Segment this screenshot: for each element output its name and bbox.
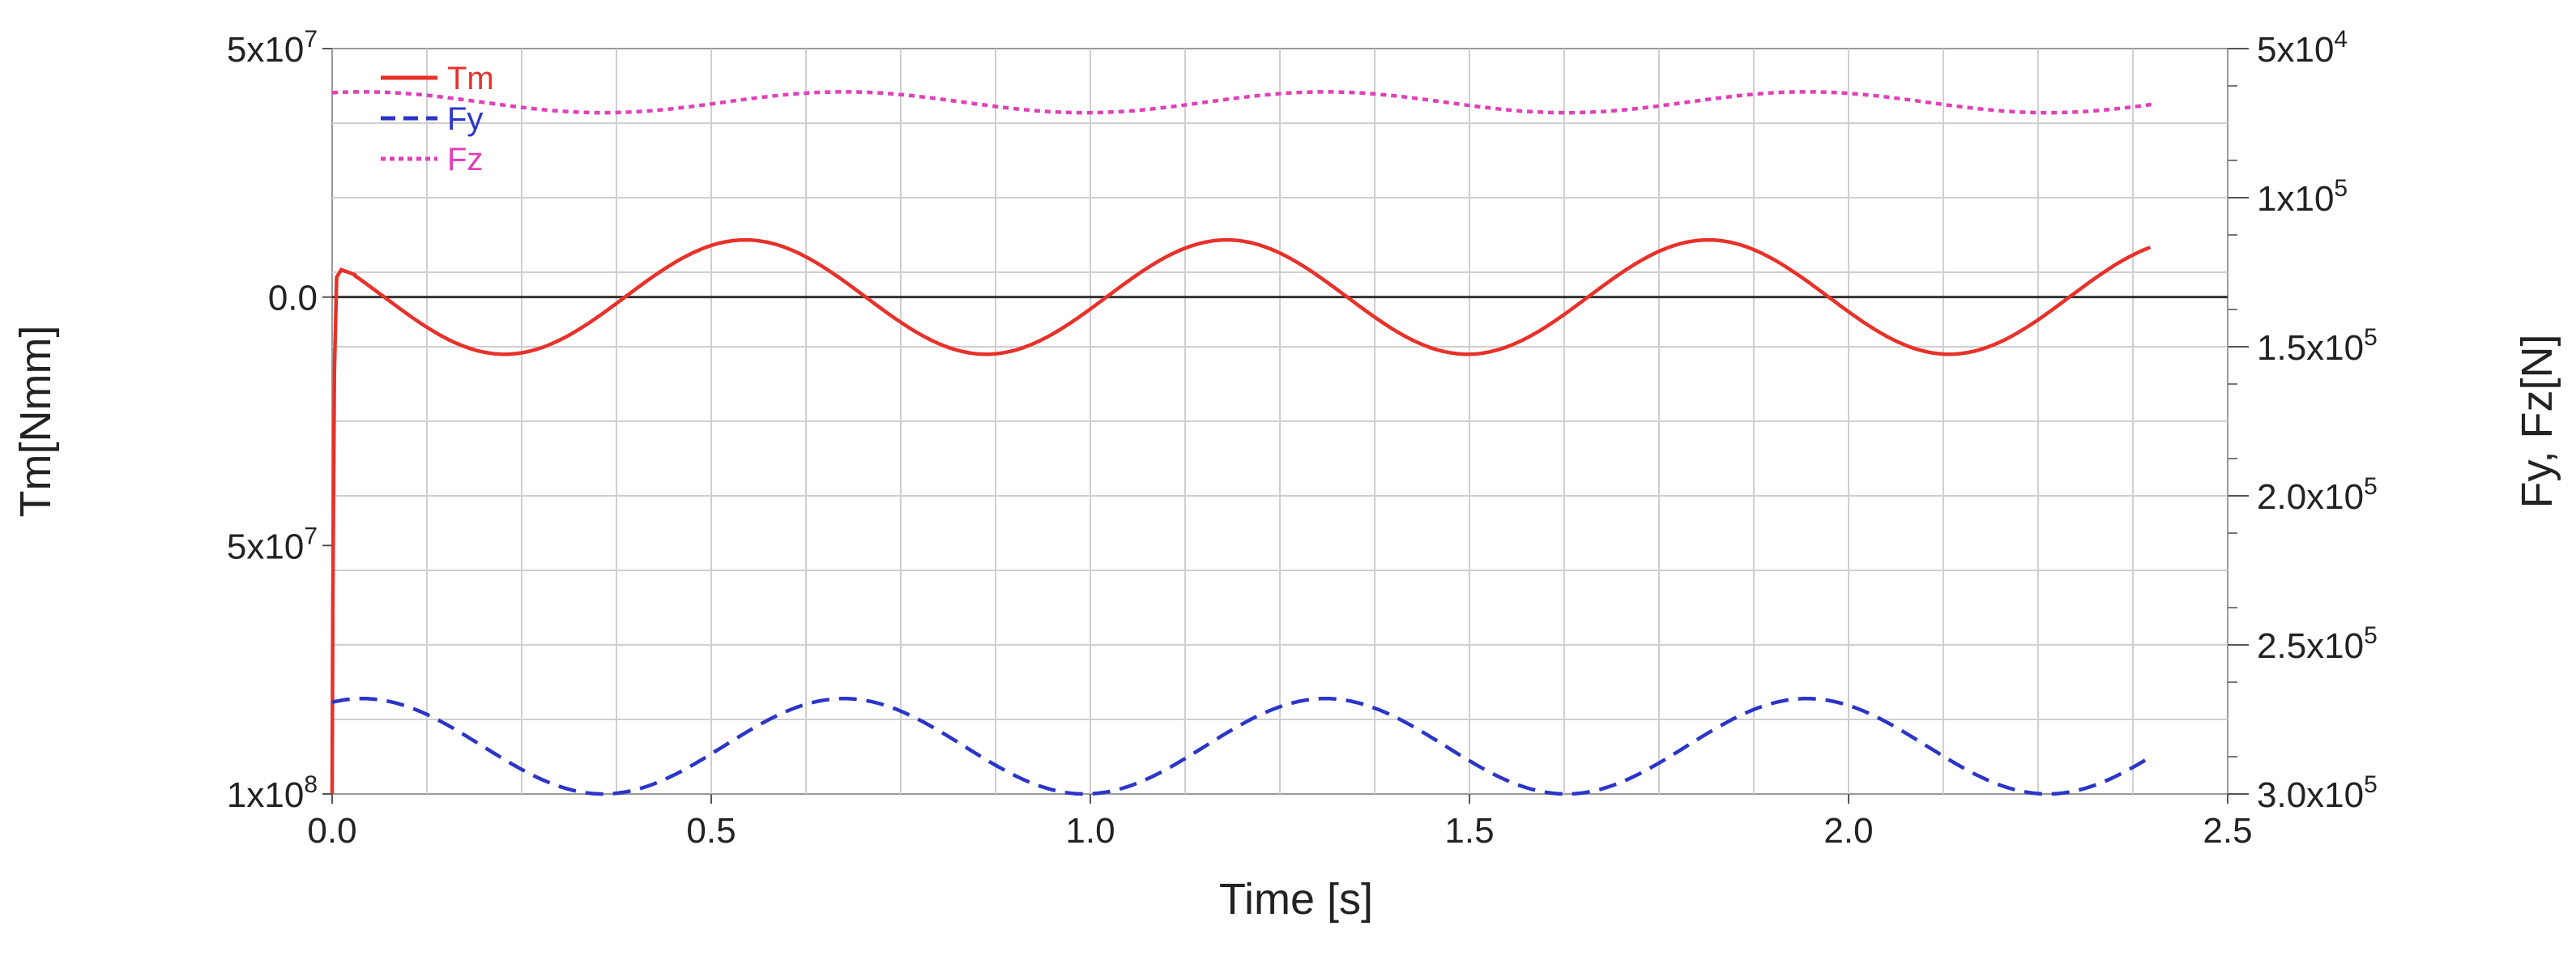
- right-tick-label: 3.0x105: [2257, 771, 2378, 815]
- x-tick-label: 2.5: [2203, 811, 2252, 851]
- right-tick-label: 2.5x105: [2257, 622, 2378, 666]
- x-tick-label: 1.5: [1444, 811, 1494, 851]
- left-axis-title: Tm[Nmm]: [11, 326, 60, 518]
- right-tick-label: 1.5x105: [2257, 324, 2378, 368]
- grid: [332, 49, 2228, 794]
- left-tick-label: 0.0: [268, 279, 318, 318]
- x-axis-title: Time [s]: [1219, 875, 1373, 924]
- right-axis-title: Fy, Fz[N]: [2513, 335, 2561, 509]
- left-axis-ticks: 5x107 0.0 5x107 1x108: [227, 26, 332, 815]
- left-tick-label: 5x107: [227, 523, 318, 566]
- legend-label-tm: Tm: [447, 61, 494, 96]
- series-layer: [330, 90, 2153, 796]
- legend-label-fy: Fy: [447, 101, 483, 137]
- x-tick-label: 0.5: [686, 811, 736, 851]
- x-tick-label: 0.0: [307, 811, 356, 851]
- left-tick-label: 5x107: [227, 26, 318, 70]
- series-line-fy: [331, 696, 2153, 796]
- x-tick-label: 2.0: [1823, 811, 1873, 851]
- left-tick-label: 1x108: [227, 771, 318, 815]
- legend: Tm Fy Fz: [381, 61, 494, 177]
- x-axis-ticks: 0.0 0.5 1.0 1.5 2.0 2.5: [307, 794, 2253, 851]
- legend-label-fz: Fz: [447, 142, 483, 177]
- x-tick-label: 1.0: [1065, 811, 1115, 851]
- series-line-tm: [330, 237, 2152, 795]
- right-tick-label: 5x104: [2257, 26, 2348, 70]
- right-tick-label: 1x105: [2257, 175, 2348, 219]
- right-axis-ticks: 5x104 1x105 1.5x105 2.0x105 2.5x105 3.0x105: [2228, 26, 2378, 815]
- right-tick-label: 2.0x105: [2257, 473, 2378, 517]
